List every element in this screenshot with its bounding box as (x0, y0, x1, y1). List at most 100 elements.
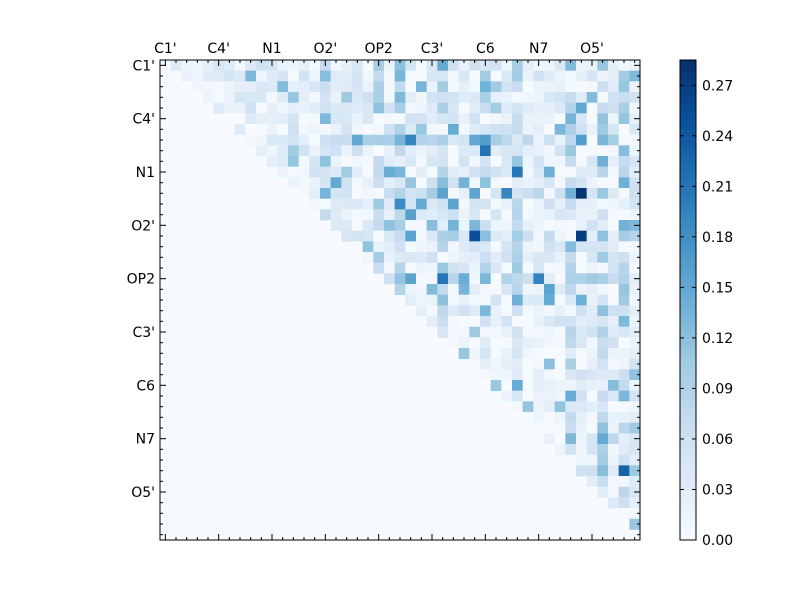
colorbar-tick-label: 0.18 (702, 230, 733, 246)
y-tick-label: C6 (136, 378, 155, 394)
heatmap-cell (384, 252, 396, 264)
heatmap-cell (522, 177, 534, 189)
heatmap-cell (597, 337, 609, 349)
heatmap-cell (618, 177, 630, 189)
heatmap-cell (426, 188, 438, 200)
heatmap-cell (341, 124, 353, 136)
heatmap-cell (512, 60, 524, 72)
heatmap-cell (416, 102, 428, 114)
heatmap-cell (437, 92, 449, 104)
heatmap-cell (618, 241, 630, 253)
heatmap-cell (490, 102, 502, 114)
heatmap-cell (426, 166, 438, 178)
heatmap-cell (373, 166, 385, 178)
heatmap-cell (277, 70, 289, 82)
heatmap-cell (576, 166, 588, 178)
heatmap-cell (426, 156, 438, 168)
heatmap-cell (597, 486, 609, 498)
heatmap-cell (565, 102, 577, 114)
heatmap-cell (469, 60, 481, 72)
heatmap-cell (597, 348, 609, 360)
heatmap-cell (608, 433, 620, 445)
heatmap-cell (490, 252, 502, 264)
heatmap-cell (394, 284, 406, 296)
heatmap-cell (501, 284, 513, 296)
heatmap-cell (522, 348, 534, 360)
heatmap-cell (448, 241, 460, 253)
heatmap-cell (522, 412, 534, 424)
heatmap-cell (469, 134, 481, 146)
heatmap-cell (320, 166, 332, 178)
heatmap-cell (448, 316, 460, 328)
heatmap-cell (597, 156, 609, 168)
heatmap-cell (362, 252, 374, 264)
heatmap-cell (586, 177, 598, 189)
heatmap-cell (394, 134, 406, 146)
heatmap-cell (490, 145, 502, 157)
heatmap-cell (437, 113, 449, 125)
heatmap-cell (586, 454, 598, 466)
heatmap-cell (426, 230, 438, 242)
heatmap-cell (597, 113, 609, 125)
heatmap-cell (480, 166, 492, 178)
heatmap-cell (512, 188, 524, 200)
heatmap-cell (512, 209, 524, 221)
heatmap-cell (405, 113, 417, 125)
heatmap-cell (288, 156, 300, 168)
heatmap-cell (512, 273, 524, 285)
heatmap-cell (373, 81, 385, 93)
heatmap-cell (608, 316, 620, 328)
heatmap-cell (586, 145, 598, 157)
heatmap-cell (490, 348, 502, 360)
heatmap-cell (608, 209, 620, 221)
heatmap-cell (533, 305, 545, 317)
heatmap-cell (554, 209, 566, 221)
heatmap-cell (437, 70, 449, 82)
heatmap-cell (608, 145, 620, 157)
heatmap-cell (192, 70, 204, 82)
heatmap-cell (576, 433, 588, 445)
heatmap-cell (586, 412, 598, 424)
heatmap-cell (512, 380, 524, 392)
heatmap-cell (629, 476, 641, 488)
heatmap-cell (416, 177, 428, 189)
heatmap-cell (533, 166, 545, 178)
heatmap-cell (565, 358, 577, 370)
heatmap-cell (341, 209, 353, 221)
heatmap-cell (554, 401, 566, 413)
heatmap-cell (330, 124, 342, 136)
colorbar-tick-label: 0.06 (702, 432, 733, 448)
heatmap-cell (416, 284, 428, 296)
colorbar-tick-label: 0.03 (702, 482, 733, 498)
heatmap-cell (533, 102, 545, 114)
heatmap-cell (522, 390, 534, 402)
heatmap-cell (309, 81, 321, 93)
heatmap-cell (565, 177, 577, 189)
heatmap-cell (490, 124, 502, 136)
heatmap-cell (373, 252, 385, 264)
heatmap-cell (405, 252, 417, 264)
heatmap-cell (565, 198, 577, 210)
heatmap-cell (544, 305, 556, 317)
heatmap-cell (501, 102, 513, 114)
heatmap-cell (448, 220, 460, 232)
heatmap-cell (501, 177, 513, 189)
heatmap-cell (501, 294, 513, 306)
heatmap-cell (629, 188, 641, 200)
heatmap-cell (565, 262, 577, 274)
heatmap-cell (362, 156, 374, 168)
heatmap-cell (618, 305, 630, 317)
heatmap-cell (448, 156, 460, 168)
heatmap-cell (288, 102, 300, 114)
heatmap-cell (469, 124, 481, 136)
heatmap-cell (405, 284, 417, 296)
heatmap-cell (490, 209, 502, 221)
heatmap-cell (554, 60, 566, 72)
heatmap-cell (352, 220, 364, 232)
heatmap-cell (373, 241, 385, 253)
heatmap-cell (554, 145, 566, 157)
heatmap-cell (554, 444, 566, 456)
heatmap-cell (448, 188, 460, 200)
heatmap-cell (277, 60, 289, 72)
heatmap-cell (384, 209, 396, 221)
